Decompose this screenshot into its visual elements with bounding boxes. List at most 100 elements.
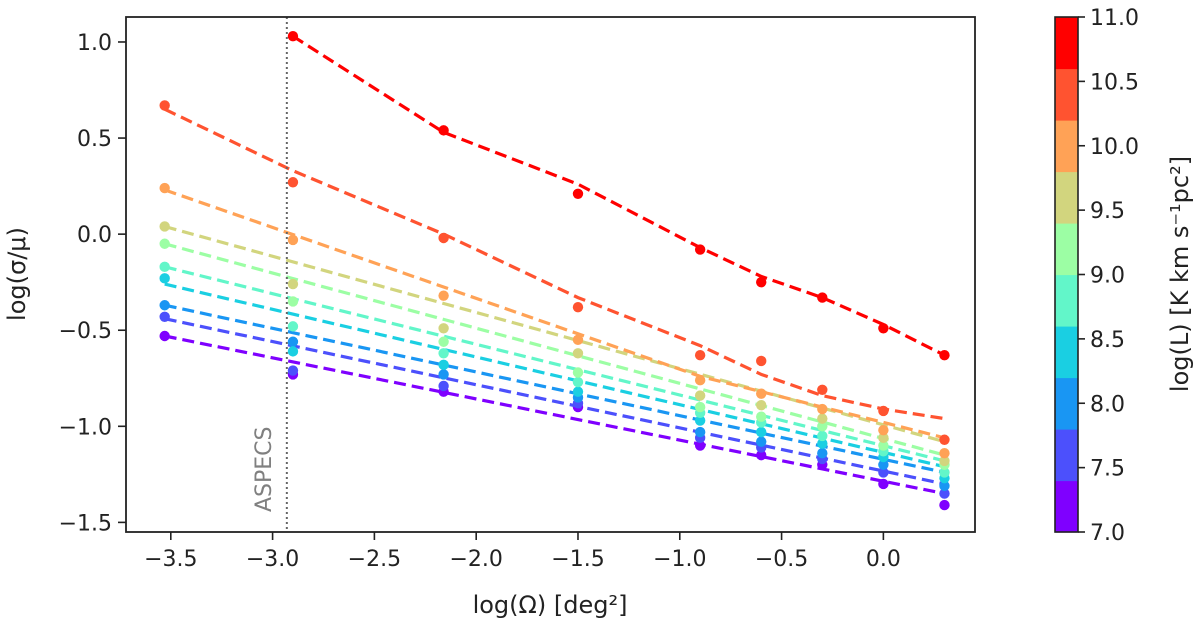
series-fit-line bbox=[292, 34, 946, 357]
colorbar-tick-label: 10.0 bbox=[1090, 135, 1139, 160]
data-point bbox=[438, 336, 449, 347]
colorbar-band bbox=[1055, 480, 1078, 533]
series-fit-line bbox=[164, 242, 945, 457]
x-axis-ticks: −3.5 −3.0 −2.5 −2.0 −1.5 −1.0 −0.5 0.0 bbox=[144, 532, 901, 572]
y-axis-ticks: 1.0 0.5 0.0 −0.5 −1.0 −1.5 bbox=[59, 31, 126, 536]
data-point bbox=[572, 376, 584, 388]
data-point bbox=[159, 238, 170, 249]
series-fit-line bbox=[164, 303, 945, 474]
series-group bbox=[159, 182, 950, 459]
x-tick-label: −1.5 bbox=[551, 547, 604, 572]
y-tick-label: −1.0 bbox=[59, 415, 112, 440]
data-point bbox=[756, 355, 767, 367]
y-axis-label: log(σ/μ) bbox=[3, 227, 31, 321]
data-point bbox=[817, 430, 828, 442]
plot-frame bbox=[125, 16, 976, 533]
series-group bbox=[159, 100, 950, 445]
y-tick-label: −1.5 bbox=[59, 511, 112, 536]
data-point bbox=[287, 321, 299, 332]
y-tick-label: 0.0 bbox=[77, 223, 112, 248]
colorbar-band bbox=[1055, 68, 1078, 121]
data-point bbox=[572, 301, 584, 313]
data-point bbox=[756, 276, 767, 288]
data-point bbox=[159, 261, 170, 273]
data-point bbox=[287, 234, 299, 246]
data-point bbox=[817, 403, 828, 415]
data-point bbox=[939, 434, 950, 445]
data-point bbox=[878, 405, 889, 417]
data-point bbox=[878, 467, 889, 478]
data-point bbox=[939, 480, 950, 492]
colorbar-band bbox=[1055, 17, 1078, 70]
y-tick-label: 1.0 bbox=[77, 31, 112, 56]
data-point bbox=[756, 411, 767, 422]
colorbar-band bbox=[1055, 274, 1078, 327]
data-point bbox=[939, 448, 950, 459]
data-point bbox=[159, 273, 170, 284]
data-point bbox=[756, 388, 767, 399]
colorbar-tick-label: 9.0 bbox=[1090, 264, 1125, 289]
colorbar-tick-label: 8.0 bbox=[1090, 392, 1125, 417]
data-point bbox=[694, 350, 706, 361]
colorbar-band bbox=[1055, 120, 1078, 173]
data-point bbox=[572, 188, 584, 199]
series-fit-line bbox=[164, 107, 945, 421]
data-point bbox=[817, 448, 828, 459]
colorbar-band bbox=[1055, 326, 1078, 379]
data-point bbox=[159, 300, 170, 311]
x-tick-label: −3.5 bbox=[144, 547, 197, 572]
data-point bbox=[817, 292, 828, 303]
data-point bbox=[572, 348, 584, 359]
data-point bbox=[159, 182, 170, 194]
data-point bbox=[694, 415, 706, 426]
data-point bbox=[287, 278, 299, 290]
data-point bbox=[878, 424, 889, 436]
data-point bbox=[694, 244, 706, 255]
data-point bbox=[438, 125, 449, 136]
data-point bbox=[756, 426, 767, 438]
colorbar: 7.0 7.5 8.0 8.5 9.0 9.5 10.0 10.5 11.0 bbox=[1054, 6, 1139, 546]
data-point bbox=[438, 232, 449, 244]
colorbar-tick-label: 10.5 bbox=[1090, 70, 1139, 95]
data-point bbox=[878, 432, 889, 444]
data-point bbox=[287, 177, 299, 188]
data-point bbox=[159, 100, 170, 111]
colorbar-band bbox=[1055, 377, 1078, 430]
colorbar-tick-label: 11.0 bbox=[1090, 6, 1139, 31]
x-tick-label: −3.0 bbox=[246, 547, 299, 572]
data-point bbox=[939, 499, 950, 511]
data-point bbox=[939, 467, 950, 478]
data-point bbox=[756, 399, 767, 411]
data-point bbox=[878, 459, 889, 470]
x-tick-label: −0.5 bbox=[755, 547, 808, 572]
data-point bbox=[572, 367, 584, 378]
data-point bbox=[939, 350, 950, 361]
y-tick-label: −0.5 bbox=[59, 319, 112, 344]
data-point bbox=[572, 386, 584, 397]
data-point bbox=[287, 296, 299, 307]
data-point bbox=[939, 455, 950, 467]
colorbar-tick-label: 7.5 bbox=[1090, 457, 1125, 482]
aspecs-annotation: ASPECS bbox=[252, 426, 277, 512]
data-point bbox=[878, 323, 889, 334]
x-tick-label: −1.0 bbox=[653, 547, 706, 572]
series-group bbox=[287, 31, 950, 361]
data-point bbox=[159, 311, 170, 322]
data-point bbox=[878, 478, 889, 490]
data-point bbox=[287, 31, 299, 42]
data-point bbox=[438, 323, 449, 334]
colorbar-tick-label: 7.0 bbox=[1090, 521, 1125, 546]
x-tick-label: 0.0 bbox=[866, 547, 901, 572]
data-point bbox=[756, 449, 767, 461]
data-point bbox=[438, 369, 449, 380]
data-point bbox=[438, 348, 449, 359]
data-point bbox=[694, 440, 706, 451]
y-tick-label: 0.5 bbox=[77, 127, 112, 152]
colorbar-tick-label: 8.5 bbox=[1090, 328, 1125, 353]
data-point bbox=[694, 390, 706, 401]
data-point bbox=[572, 334, 584, 346]
data-point bbox=[939, 488, 950, 499]
data-point bbox=[817, 384, 828, 395]
